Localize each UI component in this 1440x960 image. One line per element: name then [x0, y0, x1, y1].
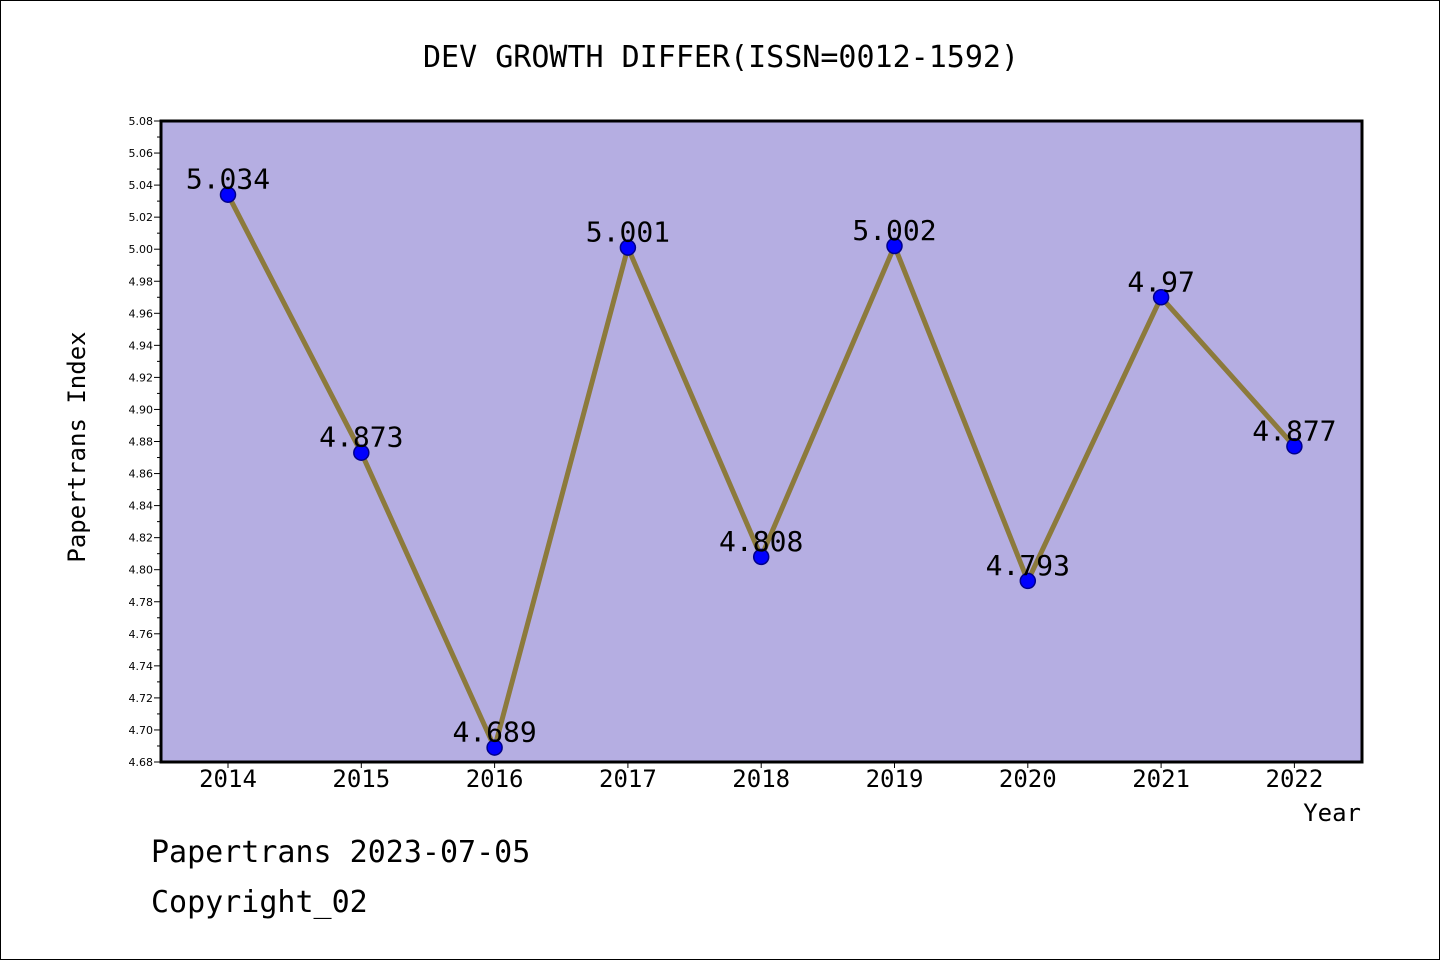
data-point — [1286, 438, 1303, 455]
y-tick-label: 5.06 — [129, 147, 154, 160]
data-label: 4.873 — [319, 421, 403, 454]
data-labels: 5.034 4.873 4.689 5.001 4.808 5.002 4.793 4.97 4… — [186, 163, 1337, 749]
y-axis-title: Papertrans Index — [63, 331, 91, 562]
y-tick-label: 5.00 — [129, 243, 154, 256]
data-point — [1152, 289, 1170, 306]
x-tick-label: 2022 — [1266, 765, 1324, 793]
y-tick-label: 4.92 — [129, 371, 154, 384]
x-tick-label: 2014 — [199, 765, 257, 793]
data-point — [1019, 572, 1037, 590]
series-markers — [219, 186, 1303, 756]
data-label: 4.689 — [452, 716, 536, 749]
x-tick-label: 2016 — [466, 765, 524, 793]
data-point — [353, 444, 370, 461]
y-tick-label: 4.98 — [129, 275, 154, 288]
y-tick-label: 4.80 — [129, 564, 154, 577]
data-label: 4.97 — [1127, 265, 1194, 298]
y-tick-label: 4.68 — [129, 756, 154, 769]
data-point — [619, 239, 637, 256]
y-tick-label: 4.90 — [129, 403, 154, 416]
x-tick-label: 2021 — [1132, 765, 1190, 793]
y-tick-label: 4.70 — [129, 724, 154, 737]
y-tick-label: 5.08 — [129, 115, 154, 128]
y-tick-label: 4.84 — [129, 500, 154, 513]
footer-date: Papertrans 2023-07-05 — [151, 835, 531, 870]
chart-title: DEV GROWTH DIFFER(ISSN=0012-1592) — [423, 40, 1019, 75]
plot-border — [159, 119, 1364, 764]
footer-copyright: Copyright_02 — [151, 885, 368, 920]
y-tick-label: 4.94 — [129, 339, 154, 352]
x-axis: 2014 2015 2016 2017 2018 2019 2020 2021 2022 — [199, 762, 1323, 793]
x-tick-label: 2018 — [732, 765, 790, 793]
y-axis: 4.68 4.70 4.72 4.74 4.76 4.78 4.80 4.82 4.84 4.86… — [129, 115, 161, 769]
data-label: 5.002 — [852, 214, 936, 247]
y-tick-label: 4.76 — [129, 628, 154, 641]
y-tick-label: 4.88 — [129, 436, 154, 449]
x-axis-title: Year — [1303, 799, 1361, 827]
data-point — [886, 237, 903, 255]
x-tick-label: 2017 — [599, 765, 657, 793]
x-tick-label: 2019 — [866, 765, 924, 793]
data-label: 4.808 — [719, 525, 803, 558]
plot-area — [161, 121, 1362, 762]
y-tick-label: 4.78 — [129, 596, 154, 609]
data-label: 4.877 — [1252, 414, 1336, 447]
x-tick-label: 2020 — [999, 765, 1057, 793]
data-label: 5.001 — [586, 216, 670, 249]
data-label: 5.034 — [186, 163, 270, 196]
data-point — [752, 548, 770, 566]
x-tick-label: 2015 — [332, 765, 390, 793]
y-tick-label: 4.72 — [129, 692, 154, 705]
data-point — [486, 739, 503, 756]
y-tick-label: 4.74 — [129, 660, 154, 673]
data-point — [219, 186, 237, 203]
data-label: 4.793 — [986, 549, 1070, 582]
y-tick-label: 4.96 — [129, 307, 154, 320]
y-tick-label: 5.02 — [129, 211, 154, 224]
y-tick-label: 5.04 — [129, 179, 154, 192]
y-tick-label: 4.86 — [129, 468, 154, 481]
y-tick-label: 4.82 — [129, 532, 154, 545]
